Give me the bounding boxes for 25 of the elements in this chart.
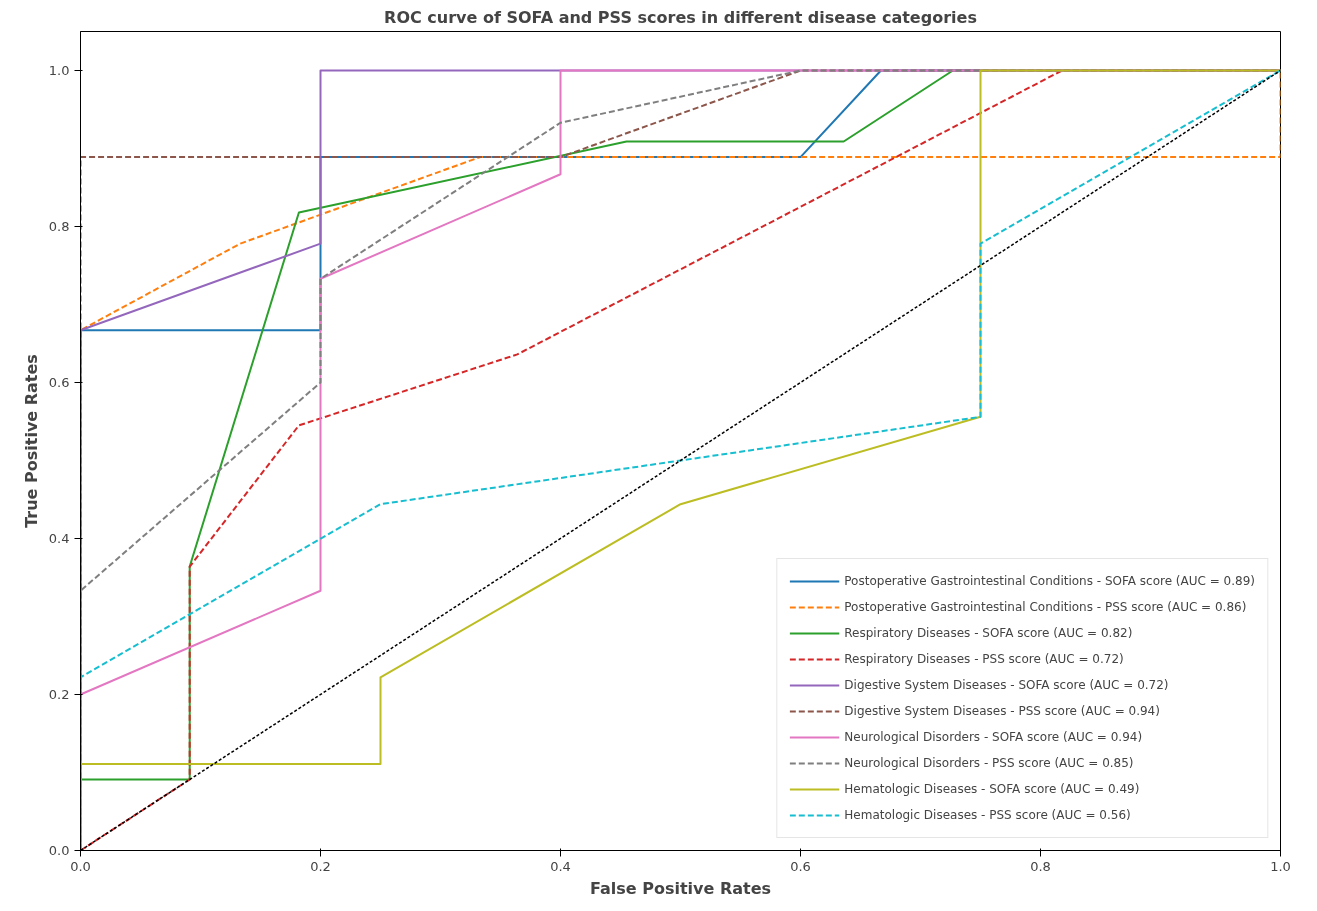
x-tick-label: 0.6	[790, 858, 811, 874]
x-tick-label: 1.0	[1270, 858, 1291, 874]
chart-title: ROC curve of SOFA and PSS scores in different disease categories	[384, 7, 977, 27]
legend-label: Neurological Disorders - SOFA score (AUC = 0.94)	[844, 730, 1143, 744]
legend-label: Respiratory Diseases - SOFA score (AUC = 0.82)	[844, 626, 1133, 640]
legend-label: Hematologic Diseases - PSS score (AUC = 0.56)	[844, 808, 1131, 822]
y-tick-label: 0.6	[48, 375, 70, 390]
legend-label: Digestive System Diseases - PSS score (AUC = 0.94)	[844, 704, 1160, 718]
x-tick-label: 0.4	[550, 858, 571, 874]
legend-label: Postoperative Gastrointestinal Conditions - PSS score (AUC = 0.86)	[844, 600, 1247, 614]
x-tick-label: 0.2	[310, 858, 331, 874]
y-tick-label: 0.2	[48, 687, 70, 702]
x-axis-title: False Positive Rates	[589, 878, 772, 898]
y-tick-label: 0.4	[48, 531, 70, 546]
legend-label: Respiratory Diseases - PSS score (AUC = 0.72)	[844, 652, 1124, 666]
x-tick-label: 0.8	[1030, 858, 1051, 874]
y-tick-label: 0.0	[48, 843, 70, 858]
y-tick-label: 0.8	[48, 219, 70, 234]
y-tick-label: 1.0	[48, 63, 70, 78]
x-tick-label: 0.0	[70, 858, 91, 874]
y-axis-title: True Positive Rates	[21, 354, 41, 528]
legend-label: Digestive System Diseases - SOFA score (AUC = 0.72)	[844, 678, 1169, 692]
legend-label: Hematologic Diseases - SOFA score (AUC = 0.49)	[844, 782, 1140, 796]
legend-label: Neurological Disorders - PSS score (AUC = 0.85)	[844, 756, 1134, 770]
legend-label: Postoperative Gastrointestinal Conditions - SOFA score (AUC = 0.89)	[844, 574, 1255, 588]
